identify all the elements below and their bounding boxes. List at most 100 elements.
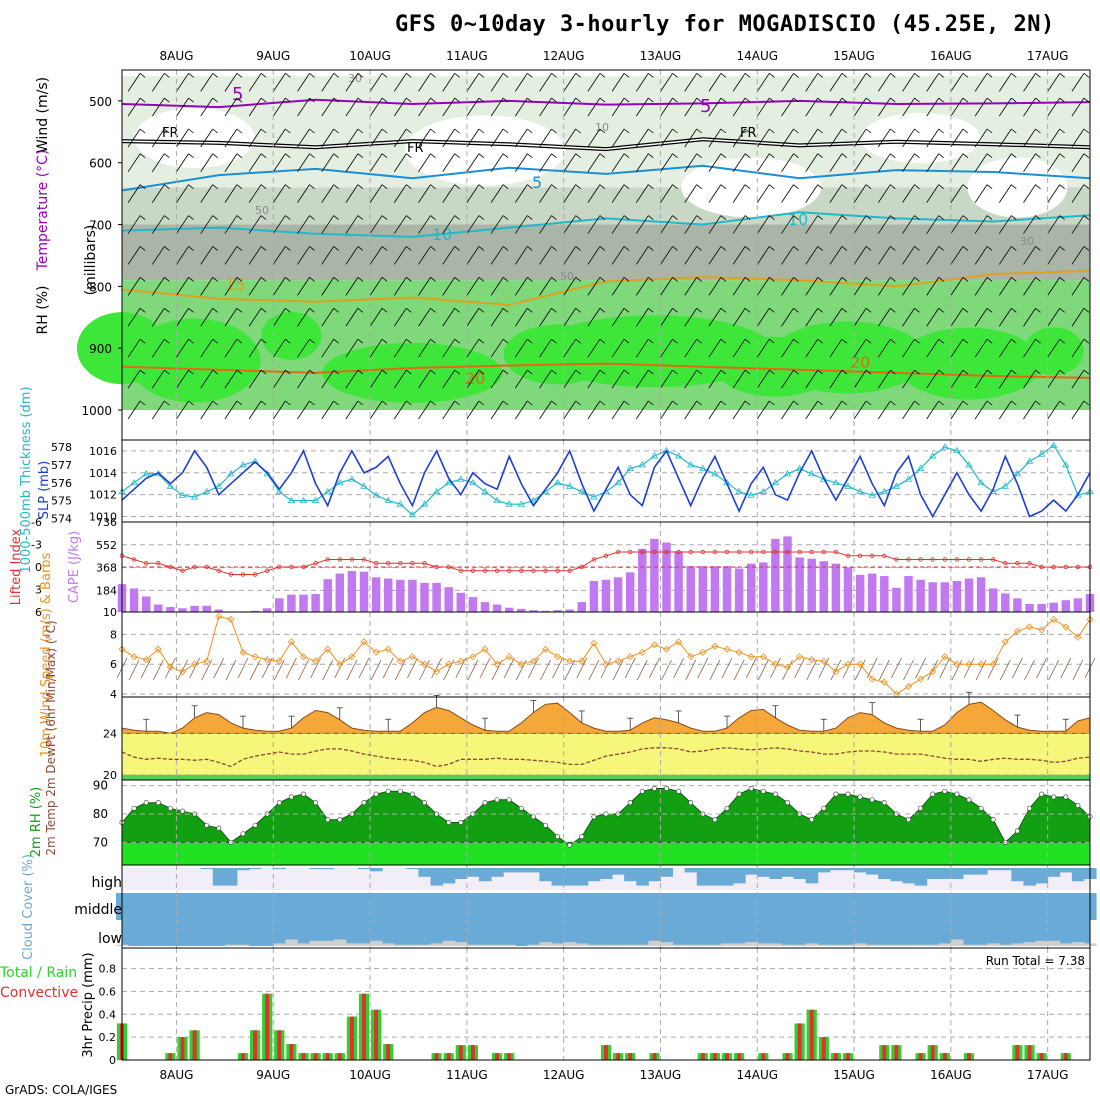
- wind-barb: [805, 128, 819, 148]
- wind-barb: [321, 97, 335, 117]
- high-cloud-bar: [962, 868, 976, 875]
- surface-wind-barb: [467, 659, 479, 681]
- wind-barb-flag: [865, 277, 872, 282]
- lifted-index-point: [918, 557, 923, 562]
- lifted-index-point: [894, 557, 899, 562]
- wind-speed-point: [554, 653, 562, 661]
- wind-barb: [829, 73, 843, 92]
- low-cloud-bar: [587, 944, 601, 946]
- wind-barb-flag: [938, 215, 944, 220]
- wind-speed-point: [408, 653, 416, 661]
- cape-bar: [178, 608, 187, 612]
- cape-bar: [686, 566, 695, 612]
- wind-barb: [514, 338, 528, 358]
- thickness-tick-label: 574: [51, 512, 72, 525]
- wind-barb: [200, 184, 214, 203]
- high-cloud-bar: [841, 868, 855, 871]
- low-cloud-bar: [733, 943, 746, 946]
- wind-speed-point: [602, 660, 610, 668]
- high-cloud-bar: [902, 868, 916, 884]
- rh-point: [663, 785, 669, 791]
- thickness-point: [457, 475, 465, 482]
- wind-barb-flag: [696, 184, 702, 189]
- wind-barb: [974, 97, 988, 117]
- wind-barb: [490, 97, 504, 117]
- wind-barb: [539, 277, 552, 296]
- wind-barb-flag: [986, 73, 993, 78]
- wind-barb: [1023, 246, 1036, 265]
- cape-bar: [1073, 598, 1083, 612]
- wind-speed-point: [735, 648, 743, 656]
- wind-barb-flag: [938, 338, 944, 344]
- wind-barb: [393, 246, 407, 265]
- wind-barb: [708, 184, 722, 203]
- wind-barb: [1023, 184, 1036, 203]
- wind-barb-flag: [672, 153, 678, 159]
- wind-barb-flag: [236, 73, 243, 78]
- wind-barb-flag: [890, 246, 896, 251]
- wind-barb: [877, 128, 891, 148]
- wind-barb-flag: [285, 277, 291, 282]
- precip-convective-bar: [386, 1044, 391, 1060]
- wind-barb: [853, 73, 867, 92]
- middle-cloud-bar: [624, 893, 637, 920]
- wind-barb: [442, 215, 456, 234]
- wind-barb: [272, 215, 286, 234]
- cape-tick-label: 184: [96, 584, 117, 597]
- wind-barb: [563, 246, 577, 265]
- wind-barb-flag: [309, 128, 315, 134]
- wind-barb-flag: [841, 215, 848, 220]
- middle-cloud-bar: [1023, 893, 1037, 920]
- wind-barb-flag: [623, 277, 630, 282]
- wind-barb-flag: [672, 184, 678, 189]
- surface-wind-barb: [999, 659, 1011, 681]
- lifted-index-point: [156, 561, 161, 566]
- wind-barb-flag: [406, 97, 412, 103]
- upper-air-rh-label: RH (%): [35, 286, 51, 335]
- middle-cloud-bar: [854, 893, 867, 920]
- wind-barb: [950, 215, 964, 234]
- middle-cloud-bar: [261, 893, 274, 920]
- middle-cloud-bar: [503, 893, 516, 920]
- cape-bar: [371, 577, 381, 612]
- cape-bar: [722, 566, 732, 612]
- wind-barb: [877, 246, 891, 265]
- thickness-point: [868, 491, 876, 498]
- wind-barb-flag: [333, 184, 339, 189]
- wind-barb-flag: [527, 369, 533, 375]
- wind-barb-flag: [841, 369, 848, 375]
- wind-barb-flag: [841, 128, 848, 134]
- wind-barb-flag: [430, 338, 436, 344]
- wind-barb: [127, 97, 141, 117]
- lifted-index-point: [494, 568, 500, 573]
- wind-barb: [877, 338, 891, 358]
- wind-barb-flag: [1083, 153, 1090, 159]
- wind-barb: [369, 215, 383, 234]
- wind-barb: [684, 246, 698, 265]
- dewpoint-base: [122, 774, 1090, 780]
- wind-barb: [418, 369, 431, 389]
- wind-barb: [418, 308, 431, 327]
- wind-barb-flag: [793, 184, 799, 189]
- precip-convective-bar: [301, 1053, 306, 1060]
- wind-barb-flag: [986, 400, 993, 406]
- precip-convective-bar: [289, 1044, 294, 1060]
- wind-barb-flag: [914, 277, 920, 282]
- wind-barb-flag: [430, 153, 436, 159]
- thickness-point: [239, 461, 247, 468]
- cape-bar: [674, 551, 683, 612]
- surface-wind-barb: [903, 659, 914, 681]
- thickness-point: [771, 479, 780, 486]
- wind-barb-flag: [1059, 400, 1065, 406]
- wind-speed-point: [953, 660, 961, 668]
- wind-barb: [756, 369, 770, 389]
- wind-barb-flag: [890, 338, 896, 344]
- wind-barb-flag: [986, 97, 993, 103]
- rh-dry-area: [860, 113, 981, 163]
- wind-barb: [853, 153, 867, 172]
- middle-cloud-bar: [817, 893, 831, 920]
- wind-barb-flag: [575, 338, 581, 344]
- wind-barb-flag: [502, 97, 509, 103]
- precip-convective-bar: [313, 1053, 318, 1060]
- wind-barb: [321, 246, 335, 265]
